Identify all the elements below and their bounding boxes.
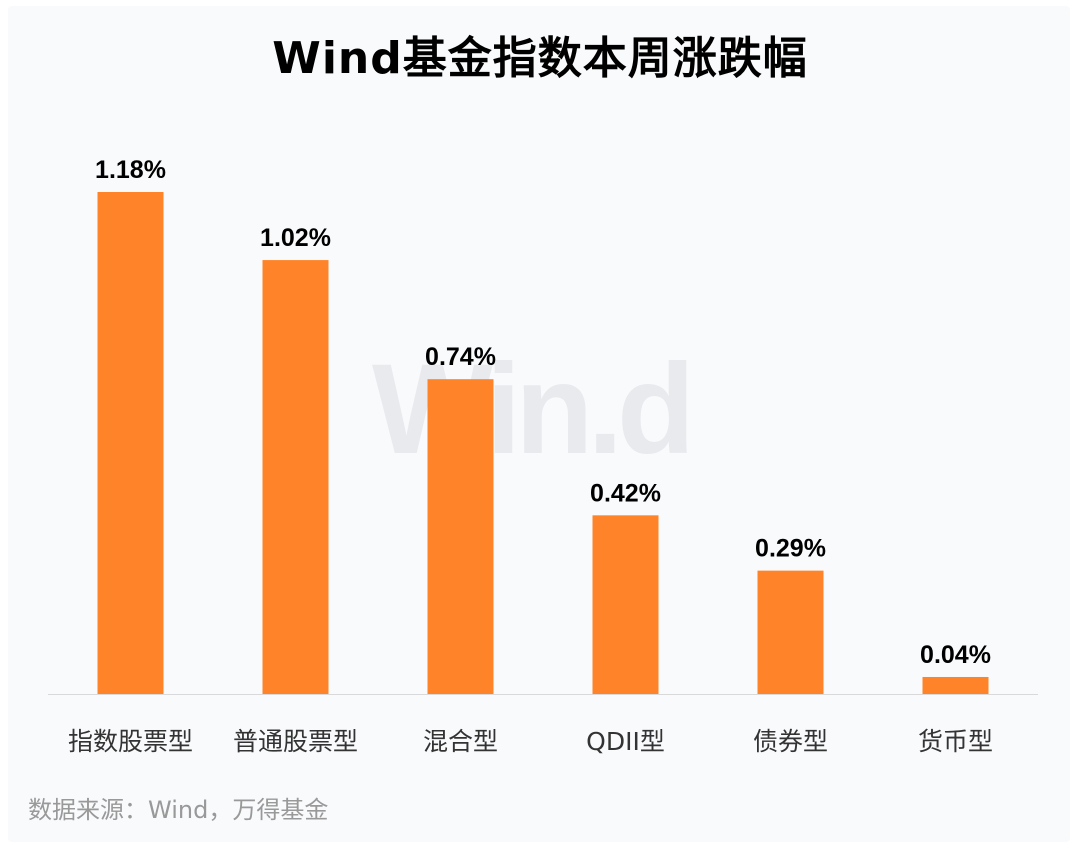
category-label-3: QDII型 — [586, 727, 665, 756]
watermark: Win.d — [372, 338, 695, 481]
bar-5 — [922, 676, 989, 694]
bar-0 — [97, 192, 164, 694]
category-label-5: 货币型 — [918, 727, 993, 756]
data-label-0: 1.18% — [95, 156, 166, 184]
data-label-4: 0.29% — [755, 535, 826, 563]
chart-title: Wind基金指数本周涨跌幅 — [272, 33, 808, 84]
category-label-1: 普通股票型 — [233, 727, 358, 756]
bar-4 — [757, 570, 824, 694]
bar-1 — [262, 260, 329, 694]
chart-card — [8, 6, 1070, 842]
data-label-3: 0.42% — [590, 479, 661, 507]
data-label-1: 1.02% — [260, 224, 331, 252]
category-label-2: 混合型 — [423, 727, 498, 756]
category-label-4: 债券型 — [753, 727, 828, 756]
bar-2 — [427, 379, 494, 694]
data-source-note: 数据来源：Wind，万得基金 — [28, 796, 329, 824]
category-label-0: 指数股票型 — [68, 727, 193, 756]
data-label-2: 0.74% — [425, 343, 496, 371]
bar-3 — [592, 515, 659, 694]
data-label-5: 0.04% — [920, 641, 991, 669]
